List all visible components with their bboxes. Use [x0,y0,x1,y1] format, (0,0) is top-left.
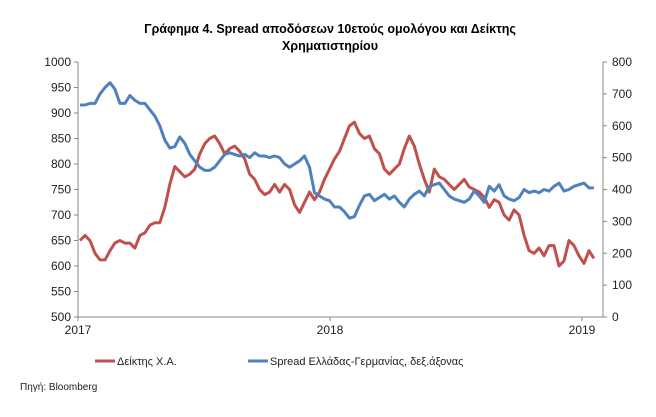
x-tick-label: 2017 [65,323,92,337]
left-tick-label: 750 [51,183,71,197]
left-tick-label: 1000 [44,55,71,69]
right-tick-label: 0 [612,310,619,324]
left-tick-label: 650 [51,234,71,248]
right-tick-label: 300 [612,214,632,228]
left-tick-label: 600 [51,259,71,273]
chart-title-line-1: Γράφημα 4. Spread αποδόσεων 10ετούς ομολ… [144,22,516,36]
left-tick-label: 850 [51,132,71,146]
x-tick-label: 2018 [317,323,344,337]
left-tick-label: 500 [51,310,71,324]
x-tick-label: 2019 [569,323,596,337]
left-tick-label: 700 [51,208,71,222]
right-tick-label: 200 [612,246,632,260]
legend-label-spread: Spread Ελλάδας-Γερμανίας, δεξ.άξονας [270,356,463,368]
right-tick-label: 100 [612,278,632,292]
right-tick-label: 800 [612,55,632,69]
left-tick-label: 900 [51,106,71,120]
series-line-index [78,120,596,268]
left-tick-label: 950 [51,81,71,95]
right-tick-label: 500 [612,151,632,165]
series-line-spread [80,81,594,220]
right-tick-label: 700 [612,87,632,101]
left-tick-label: 800 [51,157,71,171]
right-tick-label: 400 [612,183,632,197]
left-tick-label: 550 [51,285,71,299]
right-tick-label: 600 [612,119,632,133]
chart-title-line-2: Χρηματιστηρίου [282,39,378,53]
legend: Δείκτης Χ.Α. Spread Ελλάδας-Γερμανίας, δ… [95,356,463,368]
source-note: Πηγή: Bloomberg [20,381,97,393]
legend-label-index: Δείκτης Χ.Α. [117,356,177,368]
